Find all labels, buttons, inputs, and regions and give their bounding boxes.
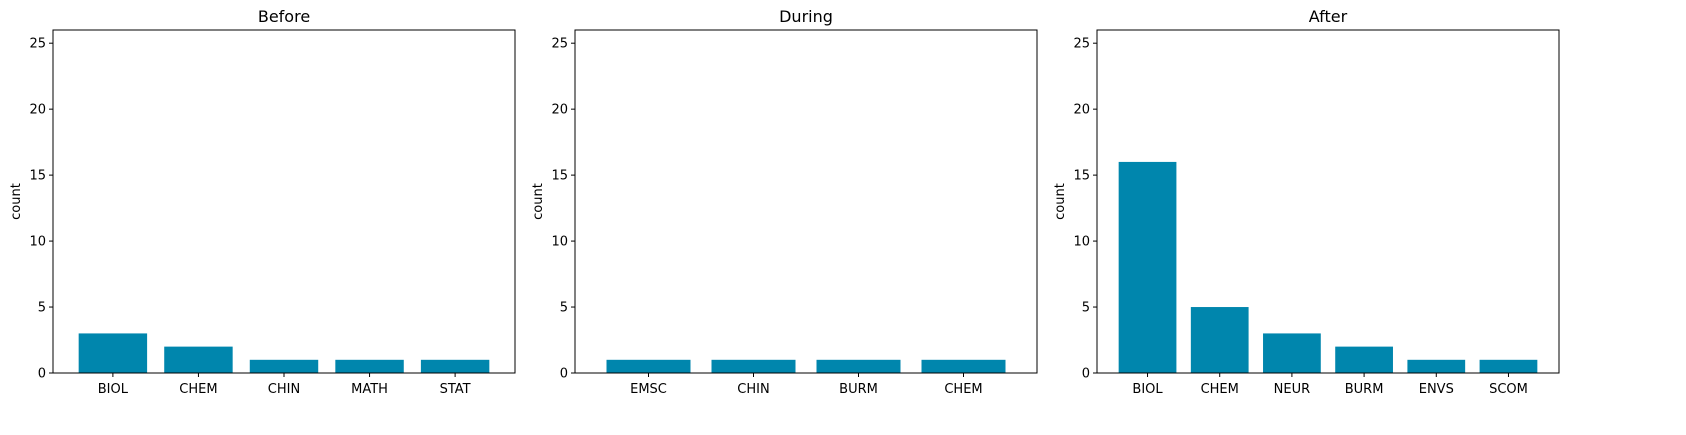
y-tick-label: 25 bbox=[29, 37, 46, 52]
x-tick-label: CHIN bbox=[737, 382, 769, 397]
chart-title: Before bbox=[258, 7, 310, 26]
y-tick-label: 10 bbox=[29, 235, 46, 250]
y-tick-label: 15 bbox=[1073, 169, 1090, 184]
bar-emsc bbox=[606, 359, 691, 373]
y-tick-label: 0 bbox=[560, 367, 568, 382]
y-tick-label: 0 bbox=[38, 367, 46, 382]
y-tick-label: 5 bbox=[38, 301, 46, 316]
chart-panel-before: 0 5 10 15 20 25 BIOL CHEM CHIN MATH STAT Before coun… bbox=[9, 7, 516, 397]
bar-scom bbox=[1479, 359, 1538, 373]
x-tick-label: BIOL bbox=[1132, 382, 1163, 397]
x-tick-label: BURM bbox=[839, 382, 878, 397]
bar-burm bbox=[1335, 346, 1393, 373]
y-tick-label: 20 bbox=[551, 103, 568, 118]
bar-burm bbox=[816, 359, 901, 373]
y-tick-label: 25 bbox=[1073, 37, 1090, 52]
plot-frame bbox=[1096, 29, 1560, 374]
bar-chin bbox=[711, 359, 796, 373]
x-tick-label: CHEM bbox=[179, 382, 217, 397]
plot-frame bbox=[574, 29, 1038, 374]
bar-neur bbox=[1263, 333, 1321, 373]
y-tick-label: 20 bbox=[1073, 103, 1090, 118]
bar-stat bbox=[420, 359, 490, 373]
bar-chem bbox=[164, 346, 233, 373]
x-tick-label: BURM bbox=[1345, 382, 1384, 397]
bar-biol bbox=[78, 333, 148, 373]
plot-frame bbox=[52, 29, 516, 374]
x-tick-label: NEUR bbox=[1274, 382, 1311, 397]
y-tick-label: 5 bbox=[560, 301, 568, 316]
y-tick-label: 10 bbox=[1073, 235, 1090, 250]
bar-envs bbox=[1407, 359, 1466, 373]
y-tick-label: 25 bbox=[551, 37, 568, 52]
x-tick-label: CHEM bbox=[1201, 382, 1239, 397]
x-tick-label: CHIN bbox=[268, 382, 300, 397]
x-tick-label: MATH bbox=[351, 382, 388, 397]
y-tick-label: 5 bbox=[1082, 301, 1090, 316]
y-axis-label: count bbox=[9, 183, 24, 220]
chart-title: After bbox=[1309, 7, 1348, 26]
y-tick-label: 10 bbox=[551, 235, 568, 250]
x-tick-label: CHEM bbox=[944, 382, 982, 397]
bar-chem bbox=[1190, 307, 1249, 373]
bar-biol bbox=[1118, 161, 1177, 373]
chart-panel-during: 0 5 10 15 20 25 EMSC CHIN BURM CHEM During count bbox=[531, 7, 1038, 397]
x-tick-label: ENVS bbox=[1419, 382, 1454, 397]
y-tick-label: 15 bbox=[29, 169, 46, 184]
y-axis-label: count bbox=[1053, 183, 1068, 220]
bar-math bbox=[335, 359, 404, 373]
x-tick-label: EMSC bbox=[630, 382, 667, 397]
chart-panel-after: 0 5 10 15 20 25 BIOL CHEM NEUR BURM ENVS SCOM After c… bbox=[1053, 7, 1560, 397]
y-tick-label: 0 bbox=[1082, 367, 1090, 382]
y-axis-label: count bbox=[531, 183, 546, 220]
chart-title: During bbox=[779, 7, 833, 26]
y-tick-label: 20 bbox=[29, 103, 46, 118]
x-tick-label: STAT bbox=[440, 382, 471, 397]
bar-chin bbox=[249, 359, 319, 373]
bar-chem bbox=[921, 359, 1006, 373]
x-tick-label: BIOL bbox=[98, 382, 129, 397]
x-tick-label: SCOM bbox=[1489, 382, 1528, 397]
y-tick-label: 15 bbox=[551, 169, 568, 184]
